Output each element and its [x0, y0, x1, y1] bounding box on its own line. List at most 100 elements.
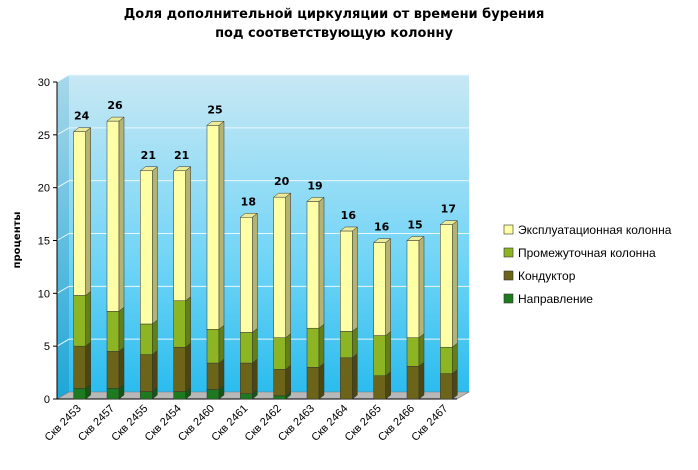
y-tick-label: 25: [38, 130, 50, 142]
bar-segment: [340, 353, 358, 400]
bar-segment: [440, 220, 458, 348]
y-tick-label: 0: [44, 394, 50, 406]
y-tick-label: 10: [38, 288, 50, 300]
bar-side: [385, 371, 391, 400]
data-label: 15: [407, 219, 422, 232]
bar-face: [140, 323, 153, 355]
bar-top: [272, 192, 292, 198]
bar-stack: [406, 235, 425, 400]
bar-segment: [173, 342, 191, 393]
bar-face: [373, 335, 386, 377]
bar-face: [173, 300, 186, 348]
bar-face: [106, 311, 120, 352]
bar-stack: [306, 196, 325, 400]
bar-face: [106, 388, 120, 400]
data-label: 24: [74, 110, 90, 123]
bar-segment: [406, 333, 425, 367]
bar-side: [318, 323, 325, 368]
bar-side: [252, 327, 258, 364]
bar-side: [452, 369, 458, 400]
bar-segment: [206, 120, 225, 330]
bar-face: [240, 362, 253, 394]
bar-face: [73, 131, 86, 296]
bar-segment: [140, 166, 158, 325]
y-tick-label: 20: [38, 183, 50, 195]
bar-face: [140, 170, 153, 325]
bar-side: [118, 346, 125, 389]
bar-face: [240, 332, 253, 364]
y-tick-label: 15: [38, 236, 50, 248]
bar-face: [406, 240, 420, 338]
bar-face: [140, 354, 153, 392]
legend: Эксплуатационная колонна Промежуточная ко…: [503, 223, 672, 306]
data-label: 18: [241, 195, 256, 208]
bar-stack: [206, 120, 225, 400]
bar-side: [285, 364, 291, 397]
bar-face: [206, 125, 220, 330]
bar-segment: [273, 333, 291, 370]
gridline: [56, 285, 469, 294]
bar-segment: [140, 319, 158, 356]
legend-label: Эксплуатационная колонна: [518, 223, 672, 237]
bar-face: [73, 345, 86, 389]
bar-side: [185, 296, 191, 348]
legend-label: Кондуктор: [518, 269, 576, 283]
bar-side: [318, 196, 325, 329]
legend-item: Промежуточная колонна: [503, 246, 656, 260]
bar-top: [206, 121, 225, 126]
bar-side: [285, 333, 291, 370]
bar-face: [206, 329, 220, 364]
bar-side: [218, 358, 225, 391]
bar-face: [340, 331, 353, 359]
bar-side: [85, 127, 91, 296]
bar-face: [306, 201, 320, 329]
legend-swatch: [503, 247, 514, 258]
bar-stack: [106, 116, 125, 400]
bar-side: [285, 192, 291, 339]
bar-side: [152, 166, 158, 325]
legend-item: Кондуктор: [503, 269, 576, 283]
bar-segment: [340, 326, 358, 359]
bar-face: [173, 346, 186, 392]
legend-item: Направление: [503, 292, 593, 306]
bar-face: [106, 351, 120, 389]
plot-area: 24 26 21 21 25 18 20 19 16 16 15 17: [53, 74, 471, 400]
bar-face: [440, 373, 453, 400]
bar-stack: [272, 192, 292, 400]
bar-segment: [240, 327, 258, 364]
data-label: 20: [274, 175, 290, 188]
bar-side: [218, 120, 225, 330]
bar-face: [440, 224, 453, 348]
data-label: 21: [174, 149, 189, 162]
bar-side: [218, 324, 225, 364]
y-axis-title: проценты: [12, 212, 23, 269]
bar-side: [352, 226, 358, 332]
bar-side: [185, 166, 191, 302]
bar-face: [373, 242, 386, 336]
legend-label: Направление: [518, 292, 593, 306]
bar-face: [173, 391, 186, 400]
bar-segment: [406, 361, 425, 400]
bar-side: [352, 326, 358, 359]
bar-segment: [206, 324, 225, 364]
bar-face: [140, 391, 153, 400]
bar-top: [406, 236, 425, 241]
bar-top: [306, 197, 325, 202]
bar-face: [373, 375, 386, 400]
bar-side: [385, 331, 391, 377]
legend-label: Промежуточная колонна: [518, 246, 656, 260]
bar-face: [240, 393, 253, 400]
bar-segment: [140, 350, 158, 393]
bar-stack: [139, 166, 159, 400]
bar-face: [73, 295, 86, 347]
bar-segment: [206, 358, 225, 391]
bar-face: [273, 196, 286, 338]
bar-segment: [73, 290, 91, 347]
bar-segment: [240, 389, 258, 400]
data-label: 19: [307, 179, 322, 192]
data-label: 25: [207, 103, 222, 116]
bar-top: [139, 166, 159, 172]
gridline: [56, 233, 469, 241]
bar-segment: [440, 369, 458, 400]
